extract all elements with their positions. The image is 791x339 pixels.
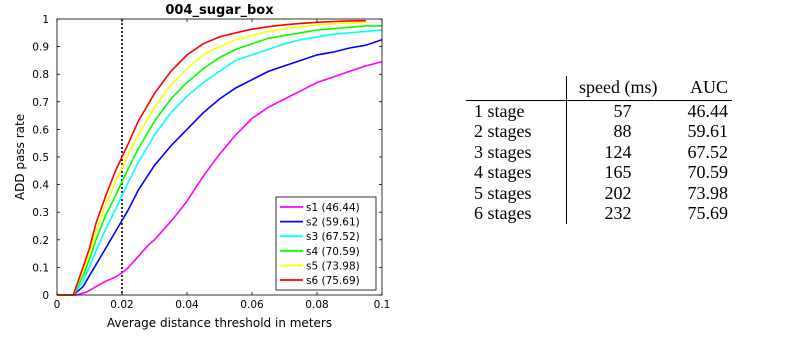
chart-title: 004_sugar_box — [165, 3, 274, 18]
series-line-s6 — [57, 19, 366, 296]
table-row: 5 stages 202 73.98 — [466, 182, 732, 203]
row-auc: 75.69 — [687, 203, 728, 223]
series-line-s4 — [57, 25, 382, 296]
table-header-row: speed (ms) AUC — [466, 76, 732, 101]
results-table: speed (ms) AUC 1 stage 57 46.44 2 stages… — [466, 76, 732, 224]
table-row: 3 stages 124 67.52 — [466, 141, 732, 162]
row-speed: 165 — [604, 162, 632, 182]
legend-label-s4: s4 (70.59) — [306, 246, 360, 258]
pass-rate-chart: 004_sugar_box 0 0.02 0.04 0.06 0.08 0.1 0 0.1 0.2… — [13, 3, 391, 330]
header-stage — [466, 76, 567, 101]
y-tick-label: 0.4 — [32, 180, 49, 192]
series-line-s3 — [57, 29, 383, 296]
table-row: 1 stage 57 46.44 — [466, 100, 732, 121]
row-label: 2 stages — [466, 121, 567, 142]
table-row: 4 stages 165 70.59 — [466, 162, 732, 183]
row-auc: 67.52 — [687, 141, 728, 162]
y-tick-label: 0.6 — [32, 124, 49, 136]
y-tick-label: 0.8 — [32, 69, 49, 81]
y-tick-label: 0.7 — [32, 97, 49, 109]
row-label: 1 stage — [466, 100, 567, 121]
row-speed: 232 — [604, 203, 632, 223]
x-tick-label: 0.02 — [110, 299, 133, 311]
legend-label-s3: s3 (67.52) — [306, 231, 360, 243]
row-label: 5 stages — [466, 182, 567, 203]
y-tick-label: 0.9 — [32, 42, 49, 54]
x-axis-label: Average distance threshold in meters — [107, 316, 332, 330]
row-speed: 124 — [604, 141, 632, 162]
y-tick-label: 0.1 — [32, 262, 49, 274]
series-line-s2 — [57, 38, 383, 296]
x-tick-label: 0 — [54, 299, 61, 311]
row-speed: 57 — [613, 100, 632, 121]
y-tick-label: 1 — [42, 14, 49, 26]
row-label: 3 stages — [466, 141, 567, 162]
y-axis-label: ADD pass rate — [13, 114, 27, 200]
header-speed: speed (ms) — [566, 76, 670, 101]
header-auc: AUC — [669, 76, 732, 101]
x-tick-label: 0.1 — [374, 299, 391, 311]
row-auc: 70.59 — [687, 162, 728, 182]
results-table-panel: speed (ms) AUC 1 stage 57 46.44 2 stages… — [466, 76, 732, 224]
series-line-s5 — [57, 21, 366, 296]
y-tick-label: 0 — [42, 290, 49, 302]
series-line-s1 — [57, 61, 383, 296]
y-tick-label: 0.3 — [32, 207, 49, 219]
row-label: 6 stages — [466, 203, 567, 224]
row-auc: 73.98 — [687, 182, 728, 203]
row-speed: 202 — [604, 182, 632, 203]
y-tick-label: 0.5 — [32, 152, 49, 164]
x-tick-label: 0.04 — [175, 299, 199, 311]
legend-label-s6: s6 (75.69) — [306, 275, 360, 287]
legend-label-s5: s5 (73.98) — [306, 260, 360, 272]
legend-label-s2: s2 (59.61) — [306, 217, 360, 229]
row-label: 4 stages — [466, 162, 567, 183]
x-tick-label: 0.08 — [305, 299, 328, 311]
row-auc: 46.44 — [687, 100, 728, 121]
y-tick-label: 0.2 — [32, 235, 49, 247]
x-tick-label: 0.06 — [240, 299, 264, 311]
chart-panel: 004_sugar_box 0 0.02 0.04 0.06 0.08 0.1 0 0.1 0.2… — [13, 3, 391, 330]
legend-box — [275, 196, 377, 291]
row-auc: 59.61 — [687, 121, 728, 141]
table-row: 6 stages 232 75.69 — [466, 203, 732, 224]
legend-label-s1: s1 (46.44) — [306, 202, 360, 214]
row-speed: 88 — [613, 121, 632, 141]
table-row: 2 stages 88 59.61 — [466, 121, 732, 142]
